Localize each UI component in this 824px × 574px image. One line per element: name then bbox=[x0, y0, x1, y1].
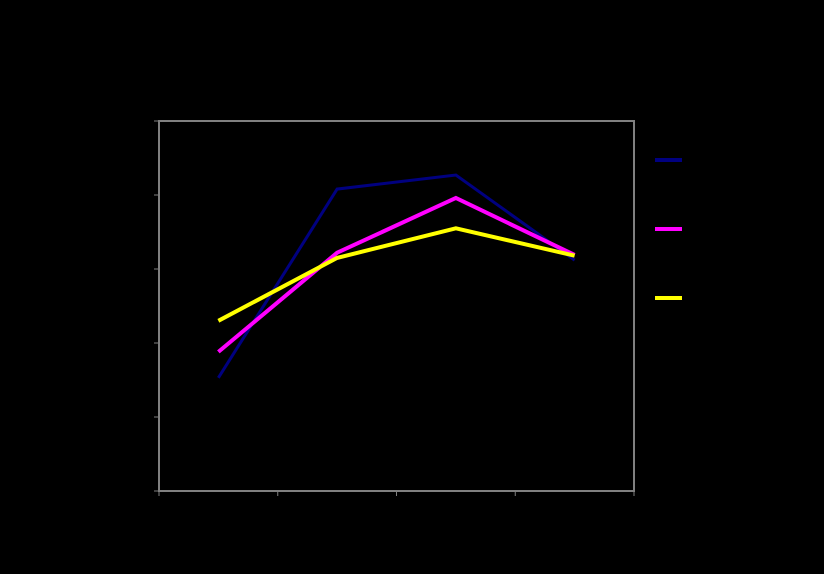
series-line bbox=[217, 226, 576, 323]
series-line bbox=[217, 173, 576, 379]
series-line bbox=[217, 195, 576, 354]
